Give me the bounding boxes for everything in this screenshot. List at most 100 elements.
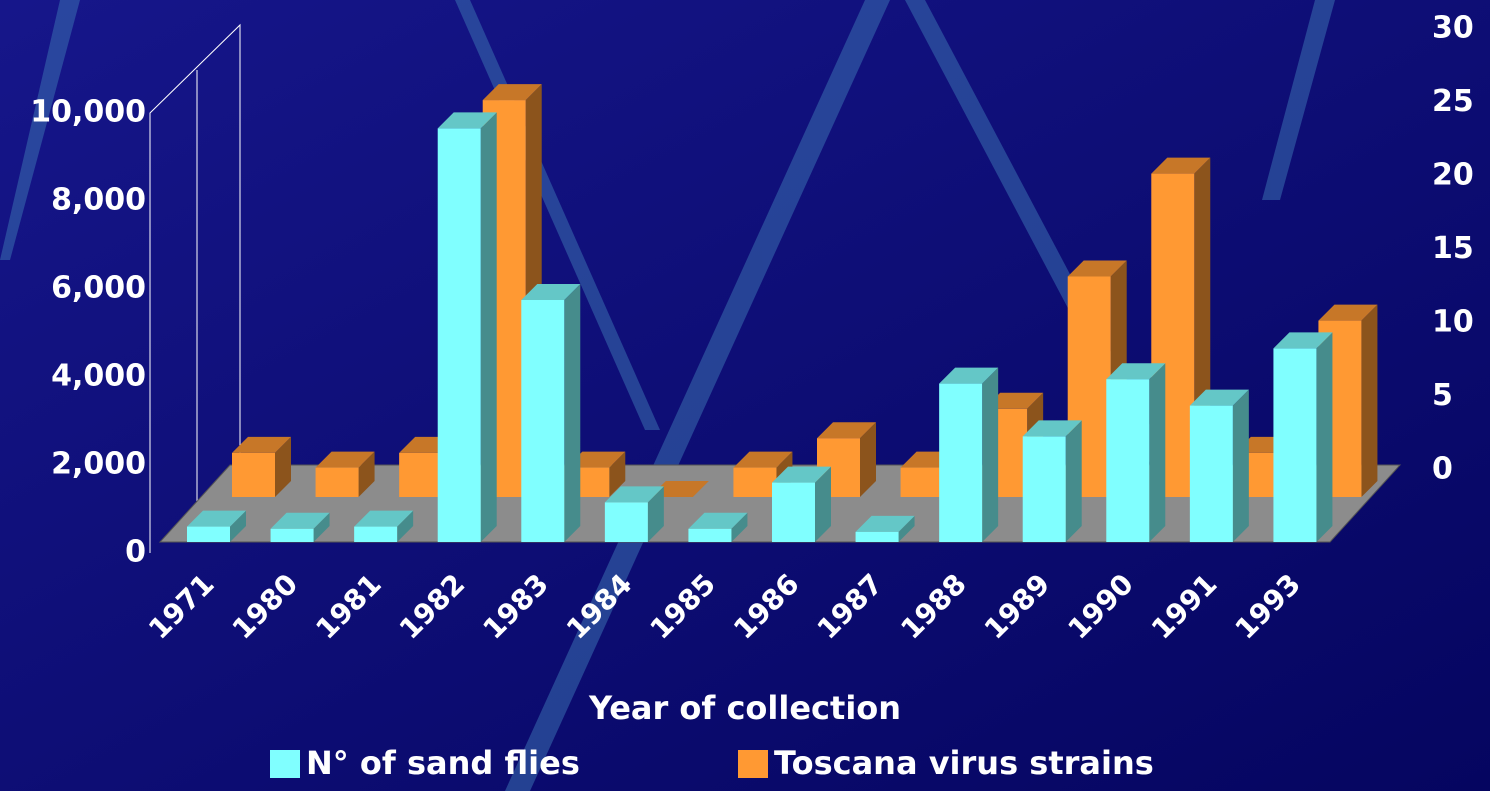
bar (604, 486, 664, 542)
bar-side (397, 510, 414, 542)
bar-side (358, 451, 375, 497)
bar-front (772, 482, 815, 542)
bar-side (313, 512, 330, 542)
bar-top (1189, 389, 1249, 406)
bar-top (733, 451, 793, 468)
legend-label: Toscana virus strains (774, 744, 1154, 782)
bar-front (354, 526, 398, 542)
bar-top (649, 481, 709, 497)
bar-side (275, 436, 291, 497)
y2-tick-label: 5 (1432, 378, 1453, 413)
y-tick-label: 10,000 (30, 95, 146, 130)
bar-side (1361, 304, 1378, 497)
bar-front (1106, 379, 1150, 542)
legend-swatch (738, 750, 768, 778)
bar-front (315, 467, 359, 497)
x-axis-title: Year of collection (588, 689, 901, 727)
bar-front (521, 300, 565, 542)
bar-top (688, 512, 748, 529)
bar-front (688, 528, 732, 542)
legend-label: N° of sand flies (306, 744, 580, 782)
y2-tick-label: 0 (1432, 452, 1453, 487)
bar-side (230, 510, 246, 542)
y2-tick-label: 30 (1432, 11, 1474, 46)
bar (939, 367, 999, 542)
bar-top (817, 422, 876, 439)
bar-top (437, 112, 497, 129)
y-tick-label: 8,000 (51, 183, 146, 218)
bar-top (1273, 332, 1333, 349)
bar-front (232, 452, 275, 497)
bar-side (815, 466, 831, 542)
y2-tick-label: 15 (1432, 231, 1474, 266)
bar-top (482, 84, 542, 101)
bar (354, 510, 414, 542)
bar (817, 422, 876, 497)
bar-side (1065, 420, 1082, 542)
bar-top (855, 515, 915, 532)
bar-side (609, 451, 626, 497)
bar (187, 510, 246, 542)
bar-side (731, 512, 748, 542)
bar-top (1151, 157, 1211, 174)
bar-top (566, 451, 626, 468)
bar-side (1316, 332, 1333, 542)
bar-side (982, 367, 999, 542)
bar-top (1318, 304, 1378, 321)
bar (232, 436, 291, 497)
bar-front (733, 467, 777, 497)
bar (315, 451, 375, 497)
bar-top (984, 392, 1044, 409)
y2-tick-label: 20 (1432, 158, 1474, 193)
bar (1106, 363, 1166, 542)
y-tick-label: 6,000 (51, 271, 146, 306)
bar-front (1189, 405, 1233, 542)
bar-front (939, 383, 983, 542)
bar-side (564, 284, 581, 542)
bar-top (604, 486, 664, 503)
bar-top (315, 451, 375, 468)
y-tick-label: 4,000 (51, 359, 146, 394)
legend-swatch (270, 750, 300, 778)
bar-front (604, 502, 648, 542)
bar-top (187, 510, 246, 527)
bar (1273, 332, 1333, 542)
bar-top (354, 510, 414, 527)
bar (1022, 420, 1082, 542)
bar-top (1067, 260, 1127, 277)
bar-side (647, 486, 664, 542)
bar (1189, 389, 1249, 542)
bar-top (939, 367, 999, 384)
bar-top (232, 436, 291, 453)
bar (855, 515, 915, 542)
bar-side (898, 515, 915, 542)
bar-front (270, 528, 314, 542)
bar-front (900, 467, 944, 497)
bar-front (399, 452, 443, 497)
bar-front (437, 128, 481, 542)
bar (772, 466, 831, 542)
bar-top (270, 512, 330, 529)
bar (688, 512, 748, 542)
bar (1318, 304, 1378, 497)
bar-top (1022, 420, 1082, 437)
walls (149, 23, 241, 553)
bar-side (860, 422, 876, 497)
bar-top (521, 284, 581, 300)
y-tick-label: 0 (125, 535, 146, 570)
y2-tick-label: 10 (1432, 305, 1474, 340)
bar (270, 512, 330, 542)
bar-side (1149, 363, 1166, 542)
bar-front (1273, 348, 1317, 542)
y-tick-label: 2,000 (51, 447, 146, 482)
bar-side (480, 112, 497, 543)
bar-top (1106, 363, 1166, 380)
bar-front (1022, 436, 1066, 542)
bar-top (772, 466, 831, 483)
bar (649, 481, 709, 497)
bar-side (1232, 389, 1249, 542)
bar-front (187, 526, 230, 542)
bar (437, 112, 497, 543)
